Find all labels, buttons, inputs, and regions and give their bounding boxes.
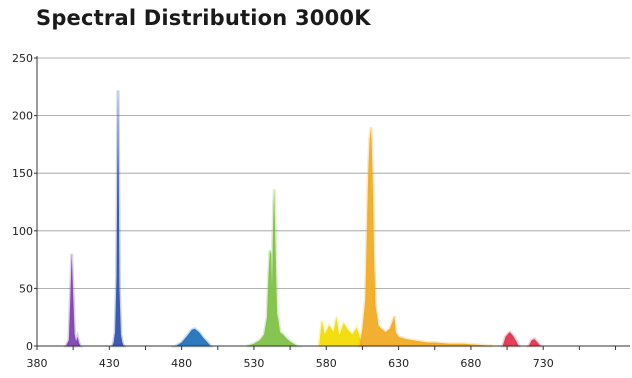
spectrum-band	[528, 339, 541, 346]
x-tick-label: 680	[460, 357, 481, 370]
y-tick-label: 150	[12, 167, 33, 180]
spectrum-series	[63, 90, 544, 348]
x-tick-label: 630	[388, 357, 409, 370]
spectrum-band	[246, 189, 298, 346]
y-tick-label: 200	[12, 110, 33, 123]
spectrum-band-glow	[357, 126, 493, 348]
spectrum-band	[65, 253, 81, 346]
axes: 0 50 100 150 200 250 380 430 480 530 580 630 680 730	[12, 52, 630, 370]
spectrum-band	[359, 127, 493, 347]
y-tick-label: 100	[12, 225, 33, 238]
spectrum-band	[112, 90, 124, 346]
x-tick-label: 730	[533, 357, 554, 370]
spectrum-band	[175, 328, 211, 346]
spectrum-band	[502, 332, 519, 346]
y-tick-label: 250	[12, 52, 33, 65]
x-tick-label: 480	[171, 357, 192, 370]
x-tick-label: 380	[27, 357, 48, 370]
spectrum-band	[319, 317, 363, 346]
x-tick-label: 530	[243, 357, 264, 370]
y-tick-label: 50	[19, 282, 33, 295]
x-tick-label: 580	[316, 357, 337, 370]
chart-title: Spectral Distribution 3000K	[36, 6, 371, 30]
gridlines	[37, 57, 630, 289]
y-tick-label: 0	[26, 340, 33, 353]
x-tick-label: 430	[99, 357, 120, 370]
